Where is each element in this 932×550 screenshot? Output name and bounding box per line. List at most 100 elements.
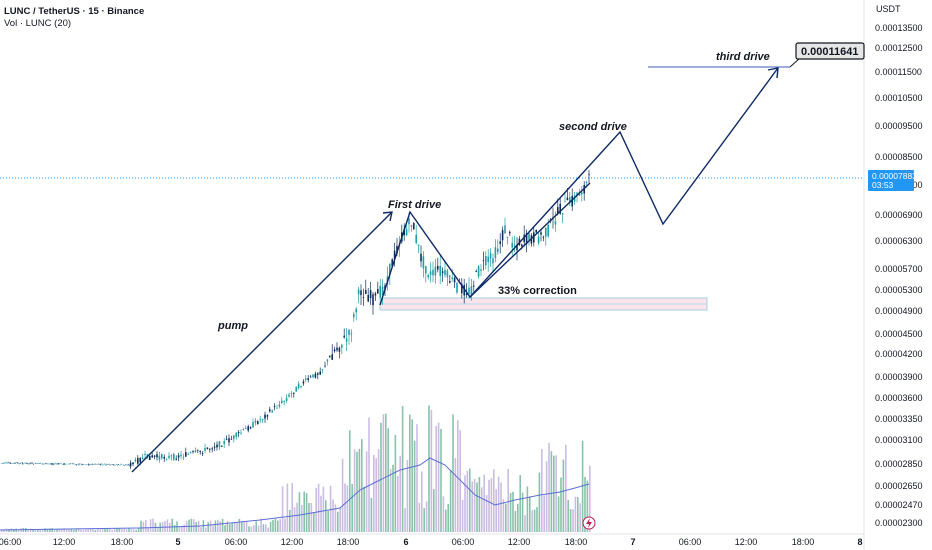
volume-bar [574,496,577,532]
candle-body [425,266,427,274]
volume-bar [538,472,541,532]
candle-body [235,432,237,437]
candle-body [554,221,557,225]
candle-body [158,455,161,460]
volume-bar [243,521,245,532]
volume-bar [579,503,581,532]
volume-bar [250,526,253,532]
pump-arrow-line[interactable] [131,211,393,473]
volume-bar [517,503,519,532]
second-drive-label[interactable]: second drive [559,121,627,133]
candle-body [451,277,453,280]
candle-body [516,244,518,251]
volume-bar [32,529,34,532]
volume-bar [430,409,433,532]
candle-body [165,459,168,461]
projection-arrow-head [767,67,779,79]
target-callout[interactable] [795,42,865,60]
third-drive-label[interactable]: third drive [716,51,770,63]
price-tick-label: 0.00011500 [875,67,922,77]
candle-body [242,428,245,430]
volume-bar [147,527,149,532]
volume-bar [130,529,133,532]
candle-body [161,454,163,459]
volume-bar [541,448,543,532]
price-tick-label: 0.00004200 [875,349,923,359]
volume-bar [399,455,401,532]
volume-bar [361,439,363,532]
volume-bar [104,528,106,532]
volume-bar [293,507,296,532]
volume-bar [584,476,586,532]
volume-bar [341,458,344,532]
candle-body [353,314,355,318]
volume-bar [308,502,310,532]
time-axis[interactable]: 06:00 12:00 18:00 5 06:00 12:00 18:00 6 06:00 12:… [0,537,863,547]
candle-body [470,286,473,295]
candle-body [269,409,271,412]
volume-bar [281,486,284,532]
candle-body [389,263,391,276]
volume-bar [514,511,517,532]
volume-indicator-label[interactable]: Vol · LUNC (20) [4,18,72,29]
first-drive-path[interactable] [379,182,591,306]
candle-body [537,236,540,244]
volume-bar [289,509,291,532]
candle-body [297,383,300,389]
time-tick-label: 18:00 [111,537,134,547]
volume-bar [586,480,589,532]
price-axis[interactable]: 0.00013500 0.00012500 0.00011500 0.00010500… [875,23,923,528]
candle-body [189,452,192,454]
candle-body [257,421,259,424]
volume-bar [569,509,572,532]
volume-bar [545,461,548,532]
pump-label[interactable]: pump [217,320,248,332]
drawings[interactable] [131,67,779,473]
candle-body [545,227,547,237]
candle-body [278,404,281,407]
correction-label[interactable]: 33% correction [498,285,577,297]
volume-bar [377,449,380,532]
volume-bar [481,487,483,532]
volume-bar [353,449,356,532]
first-drive-label[interactable]: First drive [388,199,441,211]
candle-body [177,455,180,458]
candle-body [288,394,290,397]
volume-bar [87,529,89,532]
price-tick-label: 0.00008500 [875,152,923,162]
volume-bar [255,521,257,532]
volume-bar [99,529,101,532]
candle-body [213,446,216,448]
volume-bar [404,508,406,532]
volume-bar [51,528,53,532]
volume-bar [442,496,445,532]
candle-body [456,282,458,293]
candle-body [201,453,204,454]
candle-body [305,378,307,380]
candle-body [415,234,417,243]
volume-bar [581,440,584,532]
volume-bar [423,508,425,532]
volume-bar [370,497,373,532]
candle-body [281,400,283,403]
price-tick-label: 0.00005300 [875,285,923,295]
symbol-title[interactable]: LUNC / TetherUS · 15 · Binance [4,6,145,17]
candle-body [566,197,569,201]
volume-bar [277,520,279,532]
volume-bar [111,529,113,532]
candle-body [429,271,432,275]
candle-body [559,203,561,214]
time-tick-label: 18:00 [337,537,360,547]
volume-bar [109,528,111,532]
candle-body [317,373,319,375]
candle-body [336,347,338,351]
price-tick-label: 0.00003900 [875,372,923,382]
volume-bar [478,476,481,532]
candle-body [588,174,590,176]
volume-bar [313,512,315,532]
lightning-icon[interactable] [582,516,596,530]
projection-path[interactable] [469,67,779,298]
volume-bar [63,528,65,532]
volume-bar [344,483,346,532]
